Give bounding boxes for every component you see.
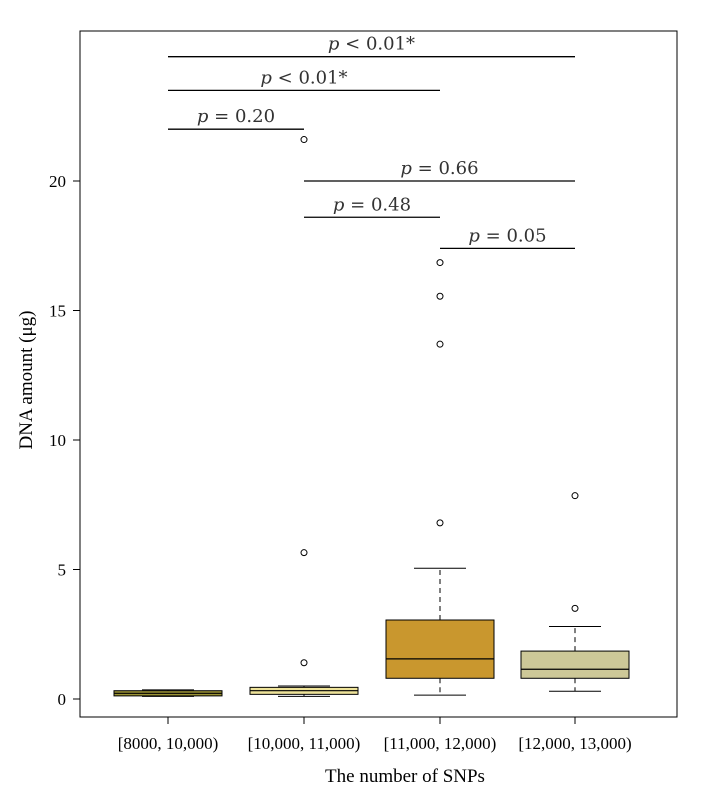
outlier-point (300, 549, 308, 557)
x-tick-label: [12,000, 13,000) (518, 734, 631, 753)
x-axis-title: The number of SNPs (325, 766, 485, 787)
p-value-label: p = 0.66 (400, 158, 478, 179)
x-tick-label: [11,000, 12,000) (384, 734, 497, 753)
x-tick-label: [8000, 10,000) (118, 734, 219, 753)
outlier-point (300, 136, 308, 144)
outlier-point (571, 492, 579, 500)
outlier-point (436, 292, 444, 300)
plot-frame (79, 30, 678, 718)
box-2 (249, 136, 359, 697)
comparison-6: p = 0.05 (440, 225, 575, 249)
p-value-label: p = 0.20 (197, 106, 275, 127)
outlier-point (300, 659, 308, 667)
outlier-point (571, 604, 579, 612)
y-tick-label: 5 (58, 561, 67, 580)
y-tick-label: 15 (49, 302, 66, 321)
comparison-4: p = 0.66 (304, 158, 575, 182)
y-axis-title: DNA amount (μg) (16, 311, 37, 450)
y-tick-label: 20 (49, 172, 66, 191)
p-value-label: p < 0.01* (328, 34, 415, 55)
box-1 (113, 689, 223, 697)
p-value-label: p < 0.01* (260, 67, 347, 88)
box-rect (520, 650, 630, 679)
outlier-point (436, 259, 444, 267)
comparison-5: p = 0.48 (304, 194, 440, 218)
comparison-3: p = 0.20 (168, 106, 304, 130)
y-tick-label: 10 (49, 431, 66, 450)
outlier-point (436, 519, 444, 527)
box-rect (385, 619, 495, 679)
x-tick-label: [10,000, 11,000) (248, 734, 361, 753)
box-4 (520, 492, 630, 692)
y-tick-label: 0 (58, 690, 67, 709)
comparison-2: p < 0.01* (168, 67, 440, 91)
outlier-point (436, 340, 444, 348)
box-3 (385, 259, 495, 696)
comparison-1: p < 0.01* (168, 34, 575, 58)
p-value-label: p = 0.48 (333, 194, 411, 215)
p-value-label: p = 0.05 (468, 225, 546, 246)
